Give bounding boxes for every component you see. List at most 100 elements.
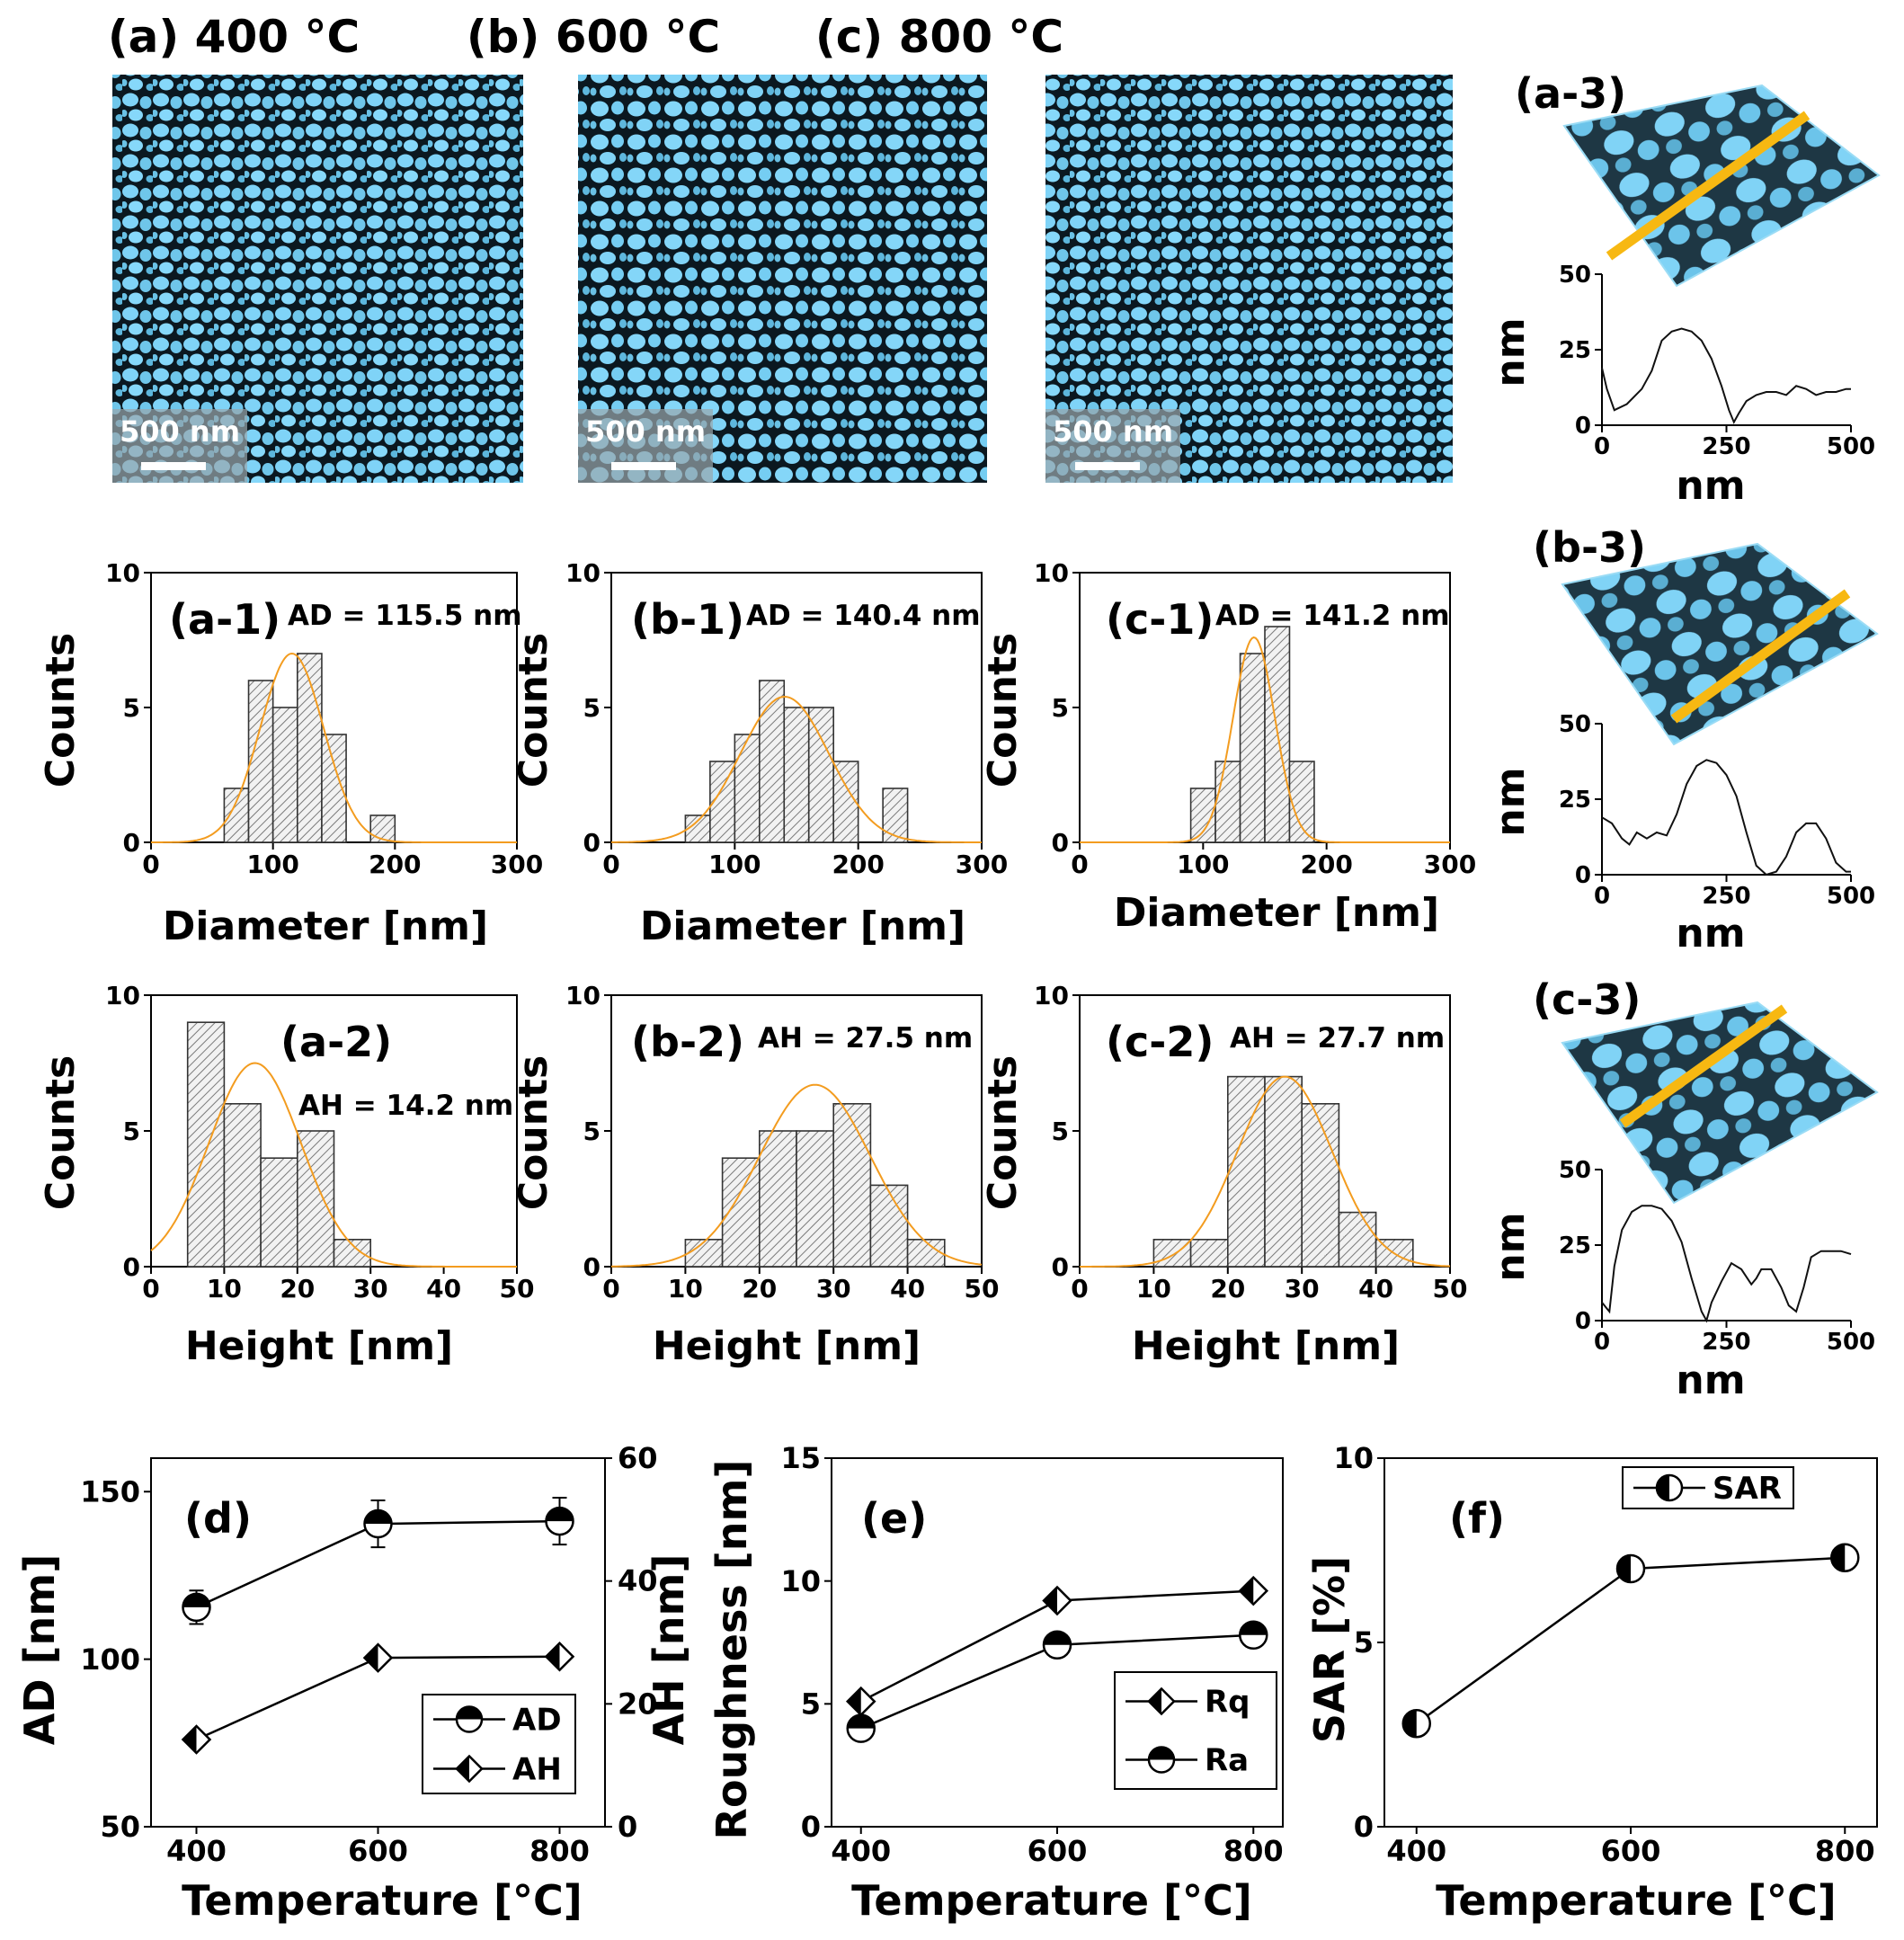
data-point-rq: [845, 1686, 876, 1717]
x-tick-label: 0: [602, 850, 619, 879]
height-profile-line: [1601, 759, 1851, 877]
y-tick-label: 0: [1354, 1810, 1374, 1844]
x-tick-label: 0: [1071, 850, 1088, 879]
x-tick-label: 30: [1285, 1274, 1320, 1304]
panel-label: (c-3): [1533, 975, 1641, 1024]
y-tick-label: 50: [1559, 1157, 1591, 1184]
y-tick-label: 10: [565, 981, 601, 1010]
histogram-a-2: 0 10 20 30 40 50 0 5 10 Height [nm] Counts (a-2) AH …: [38, 981, 534, 1369]
legend-label: SAR: [1713, 1471, 1782, 1507]
gaussian-fit-line: [1080, 636, 1450, 843]
histogram-bar: [223, 788, 250, 843]
histogram-bar: [1239, 653, 1266, 843]
y-tick-label: 10: [1034, 558, 1069, 588]
histogram-bar: [296, 1130, 335, 1268]
height-profile-line: [1601, 1205, 1852, 1323]
gaussian-fit-line: [150, 1062, 517, 1268]
y-axis-label: nm: [1488, 767, 1534, 836]
x-axis-label: Temperature [°C]: [851, 1876, 1252, 1925]
sem-image-c: 500 nm: [1045, 75, 1453, 483]
x-tick-label: 100: [246, 850, 298, 879]
x-axis-label: Height [nm]: [1132, 1323, 1400, 1369]
x-axis-label: Height [nm]: [653, 1323, 921, 1369]
histogram-c-2: 0 10 20 30 40 50 0 5 10 Height [nm] Counts (c-2) AH …: [980, 981, 1467, 1369]
scalebar: [141, 462, 206, 470]
scalebar: [1075, 462, 1140, 470]
x-tick-label: 400: [166, 1834, 227, 1868]
legend-marker-ah: [455, 1754, 484, 1784]
y-tick-label: 100: [80, 1642, 140, 1677]
histogram-bar: [1338, 1211, 1377, 1268]
y2-tick-label: 20: [618, 1686, 658, 1721]
y-axis-label: Counts: [38, 633, 84, 788]
x-tick-label: 800: [1223, 1834, 1284, 1868]
legend-marker-ra: [1147, 1746, 1176, 1774]
histogram-bar: [1152, 1239, 1192, 1268]
y-tick-label: 0: [583, 828, 601, 858]
histogram-bar: [1189, 1239, 1229, 1268]
x-tick-label: 40: [426, 1274, 461, 1304]
histogram-bar: [271, 707, 298, 843]
x-tick-label: 0: [1594, 1329, 1610, 1356]
y-tick-label: 10: [1333, 1441, 1374, 1475]
annotation: AH = 27.7 nm: [1230, 1022, 1445, 1055]
x-tick-label: 600: [348, 1834, 408, 1868]
x-axis-label: Height [nm]: [185, 1323, 453, 1369]
x-tick-label: 800: [1815, 1834, 1875, 1868]
profile-c-3: 0 250 500 0 25 50 nm nm (c-3): [1488, 975, 1875, 1403]
panel-label: (a-1): [169, 595, 280, 644]
x-axis-label: Temperature [°C]: [1436, 1876, 1837, 1925]
x-tick-label: 50: [500, 1274, 535, 1304]
x-tick-label: 50: [1433, 1274, 1468, 1304]
histogram-bar: [296, 653, 323, 843]
histogram-bar: [758, 680, 786, 843]
data-point-sar: [1615, 1553, 1646, 1584]
scalebar-box: [1045, 409, 1180, 483]
data-point-sar: [1401, 1708, 1431, 1739]
histogram-bar: [684, 1239, 724, 1268]
x-axis-label: Temperature [°C]: [182, 1876, 583, 1925]
panel-label: (b-2): [631, 1018, 744, 1066]
histogram-bar: [906, 1239, 946, 1268]
histogram-bar: [186, 1021, 226, 1268]
y-tick-label: 0: [1052, 828, 1069, 858]
y-tick-label: 10: [780, 1564, 821, 1598]
x-tick-label: 0: [142, 1274, 159, 1304]
y-axis-label: SAR [%]: [1305, 1556, 1354, 1743]
sem-image-b: 500 nm: [578, 75, 987, 483]
legend-label: AD: [512, 1703, 562, 1739]
panel-label: (a-2): [280, 1018, 392, 1066]
panel-label: (e): [861, 1494, 927, 1543]
data-point-ra: [846, 1713, 876, 1743]
x-tick-label: 40: [890, 1274, 925, 1304]
y-tick-label: 0: [123, 1252, 140, 1282]
y-tick-label: 25: [1559, 787, 1591, 814]
histogram-bar: [807, 707, 835, 843]
data-point-ad: [182, 1592, 211, 1623]
afm-3d-image-a: [1562, 84, 1881, 288]
annotation: AH = 27.5 nm: [758, 1022, 973, 1055]
y-tick-label: 10: [565, 558, 601, 588]
data-point-rq: [1042, 1585, 1072, 1616]
sem-title-b: (b) 600 °C: [467, 11, 720, 63]
x-axis-label: Diameter [nm]: [1114, 890, 1439, 936]
annotation: AD = 141.2 nm: [1215, 600, 1450, 632]
panel-label: (a-3): [1515, 69, 1626, 118]
scalebar: [611, 462, 676, 470]
x-tick-label: 250: [1702, 433, 1750, 460]
y-tick-label: 5: [1052, 693, 1069, 723]
legend-marker-rq: [1147, 1686, 1176, 1716]
y-tick-label: 10: [1034, 981, 1069, 1010]
annotation: AH = 14.2 nm: [298, 1090, 513, 1122]
data-point-ra: [1042, 1630, 1072, 1660]
x-tick-label: 200: [1300, 850, 1352, 879]
scalebar-label: 500 nm: [120, 414, 240, 449]
histogram-bar: [758, 1130, 797, 1268]
y-tick-label: 0: [1575, 862, 1591, 889]
data-point-ah: [544, 1641, 575, 1672]
y-axis-label: AD [nm]: [15, 1554, 64, 1746]
x-axis-label: nm: [1676, 911, 1745, 957]
x-tick-label: 400: [831, 1834, 891, 1868]
data-point-rq: [1238, 1575, 1269, 1606]
